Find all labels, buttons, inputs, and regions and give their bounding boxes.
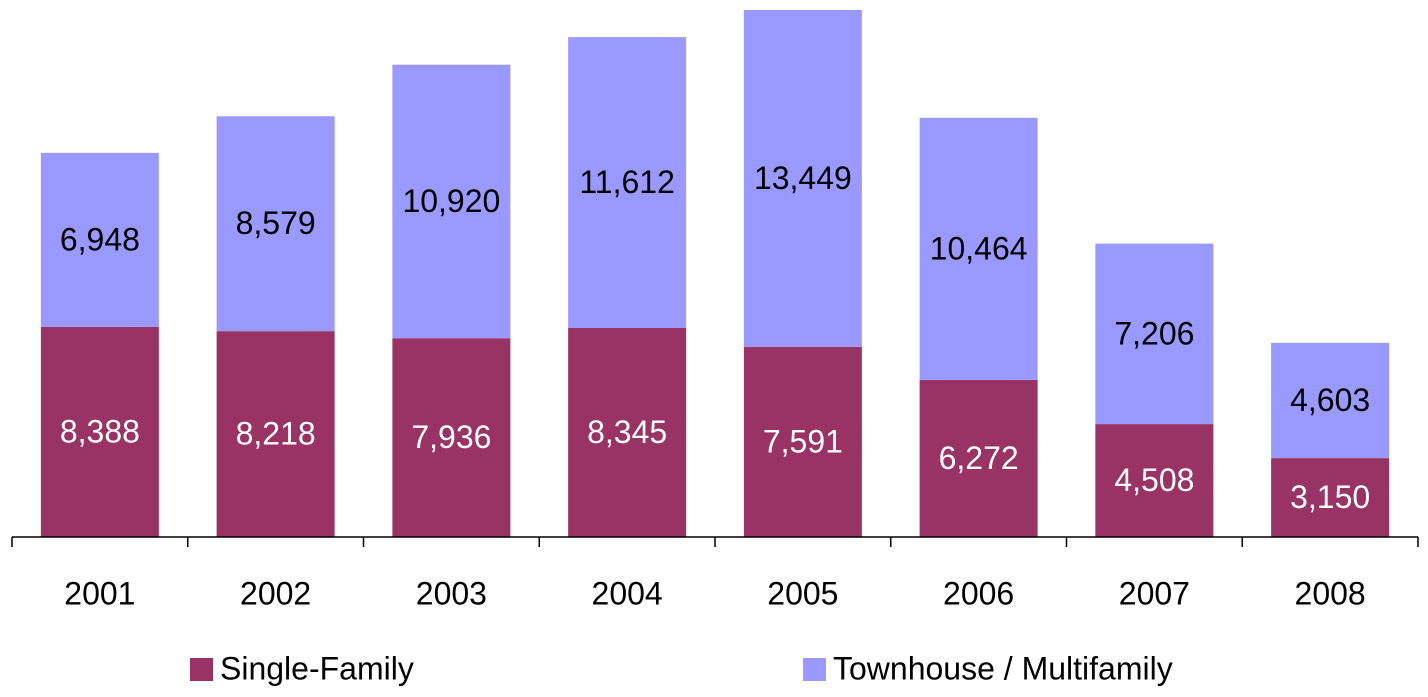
- bar-segment: [40, 326, 159, 537]
- bar-segment: [40, 152, 159, 327]
- x-tick-label: 2004: [592, 575, 663, 611]
- data-label: 6,948: [60, 221, 140, 257]
- bar-segment: [568, 327, 687, 537]
- data-label: 8,579: [236, 205, 316, 241]
- data-label: 10,920: [402, 183, 500, 219]
- bar-segment: [743, 10, 862, 347]
- x-tick-label: 2006: [943, 575, 1014, 611]
- x-tick-label: 2007: [1119, 575, 1190, 611]
- x-tick-label: 2008: [1295, 575, 1366, 611]
- bar-segment: [919, 379, 1038, 537]
- data-label: 4,508: [1114, 462, 1194, 498]
- legend-label: Single-Family: [220, 650, 414, 686]
- bar-segment: [392, 64, 511, 339]
- data-label: 11,612: [579, 164, 675, 200]
- data-label: 13,449: [754, 160, 852, 196]
- bar-segment: [919, 117, 1038, 380]
- bar-segment: [1095, 424, 1214, 537]
- data-label: 10,464: [930, 230, 1028, 266]
- legend-swatch: [190, 658, 213, 681]
- bar-segment: [216, 116, 335, 332]
- x-tick-label: 2005: [767, 575, 838, 611]
- data-label: 4,603: [1290, 382, 1370, 418]
- x-tick-label: 2001: [64, 575, 135, 611]
- bar-segment: [216, 331, 335, 537]
- bar-segment: [743, 346, 862, 537]
- bar-segment: [1271, 342, 1390, 459]
- bar-segment: [1095, 243, 1214, 425]
- legend-label: Townhouse / Multifamily: [833, 650, 1173, 686]
- data-label: 3,150: [1290, 479, 1370, 515]
- bar-segment: [568, 37, 687, 328]
- data-label: 8,218: [236, 416, 316, 452]
- x-tick-label: 2002: [240, 575, 311, 611]
- data-label: 7,936: [411, 419, 491, 455]
- legend-swatch: [803, 658, 826, 681]
- data-label: 6,272: [939, 440, 1019, 476]
- x-tick-label: 2003: [416, 575, 487, 611]
- data-label: 7,591: [763, 423, 843, 459]
- bar-segment: [1271, 458, 1390, 537]
- data-label: 8,345: [587, 414, 667, 450]
- bar-segment: [392, 338, 511, 537]
- data-label: 8,388: [60, 413, 140, 449]
- data-label: 7,206: [1114, 315, 1194, 351]
